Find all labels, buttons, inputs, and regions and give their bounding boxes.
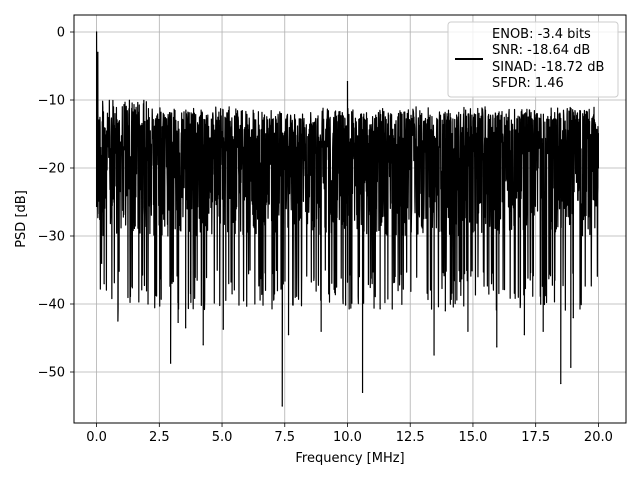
psd-notable-point: [597, 167, 600, 169]
psd-notable-point: [570, 366, 572, 368]
psd-notable-point: [97, 51, 99, 54]
x-tick-label: 20.0: [584, 430, 613, 445]
x-axis: 0.0 2.5 5.0 7.5 10.0 12.5 15.0 17.5 20.0: [86, 423, 613, 445]
y-tick-label: −30: [38, 230, 65, 245]
psd-notable-point: [444, 310, 446, 312]
psd-notable-point: [542, 330, 544, 332]
legend-text-enob: ENOB: -3.4 bits: [492, 27, 591, 42]
y-tick-label: −10: [38, 94, 65, 109]
psd-notable-point: [320, 330, 322, 332]
psd-notable-point: [98, 147, 100, 149]
psd-notable-point: [101, 262, 103, 264]
legend-text-sfdr: SFDR: 1.46: [492, 76, 564, 91]
psd-notable-point: [147, 303, 149, 305]
x-axis-label: Frequency [MHz]: [295, 451, 404, 466]
legend-text-sinad: SINAD: -18.72 dB: [492, 60, 604, 75]
psd-notable-point: [379, 308, 381, 310]
psd-notable-point: [281, 405, 283, 407]
y-tick-label: −20: [38, 162, 65, 177]
plot-frame: [73, 14, 627, 424]
legend: ENOB: -3.4 bits SNR: -18.64 dB SINAD: -1…: [447, 21, 619, 98]
legend-text-snr: SNR: -18.64 dB: [492, 43, 590, 58]
x-tick-label: 5.0: [212, 430, 233, 445]
x-tick-label: 15.0: [458, 430, 487, 445]
psd-notable-point: [433, 354, 435, 356]
psd-series-line: [95, 31, 599, 407]
psd-notable-point: [185, 327, 187, 329]
psd-notable-point: [572, 317, 574, 319]
y-tick-label: 0: [57, 26, 65, 41]
psd-notable-point: [117, 320, 119, 322]
psd-notable-point: [177, 321, 179, 323]
x-tick-label: 2.5: [149, 430, 170, 445]
x-tick-label: 0.0: [86, 430, 107, 445]
psd-notable-point: [287, 334, 290, 336]
data-layer: [95, 31, 600, 407]
y-tick-label: −50: [38, 366, 65, 381]
x-tick-label: 17.5: [521, 430, 550, 445]
x-tick-label: 12.5: [396, 430, 425, 445]
psd-notable-point: [346, 81, 349, 83]
psd-notable-point: [170, 362, 172, 364]
y-tick-label: −40: [38, 298, 65, 313]
psd-notable-point: [222, 328, 224, 330]
psd-notable-point: [361, 391, 364, 393]
psd-notable-point: [467, 330, 469, 332]
x-tick-label: 7.5: [274, 430, 295, 445]
psd-notable-point: [103, 283, 105, 285]
x-tick-label: 10.0: [333, 430, 362, 445]
psd-notable-point: [231, 293, 233, 295]
y-axis-label: PSD [dB]: [14, 190, 29, 248]
psd-notable-point: [523, 334, 525, 336]
psd-notable-point: [95, 31, 98, 33]
psd-notable-point: [202, 344, 204, 346]
psd-notable-point: [560, 382, 562, 385]
y-axis: 0 −10 −20 −30 −40 −50: [38, 26, 74, 381]
legend-box: [447, 21, 619, 98]
psd-notable-point: [496, 346, 498, 348]
